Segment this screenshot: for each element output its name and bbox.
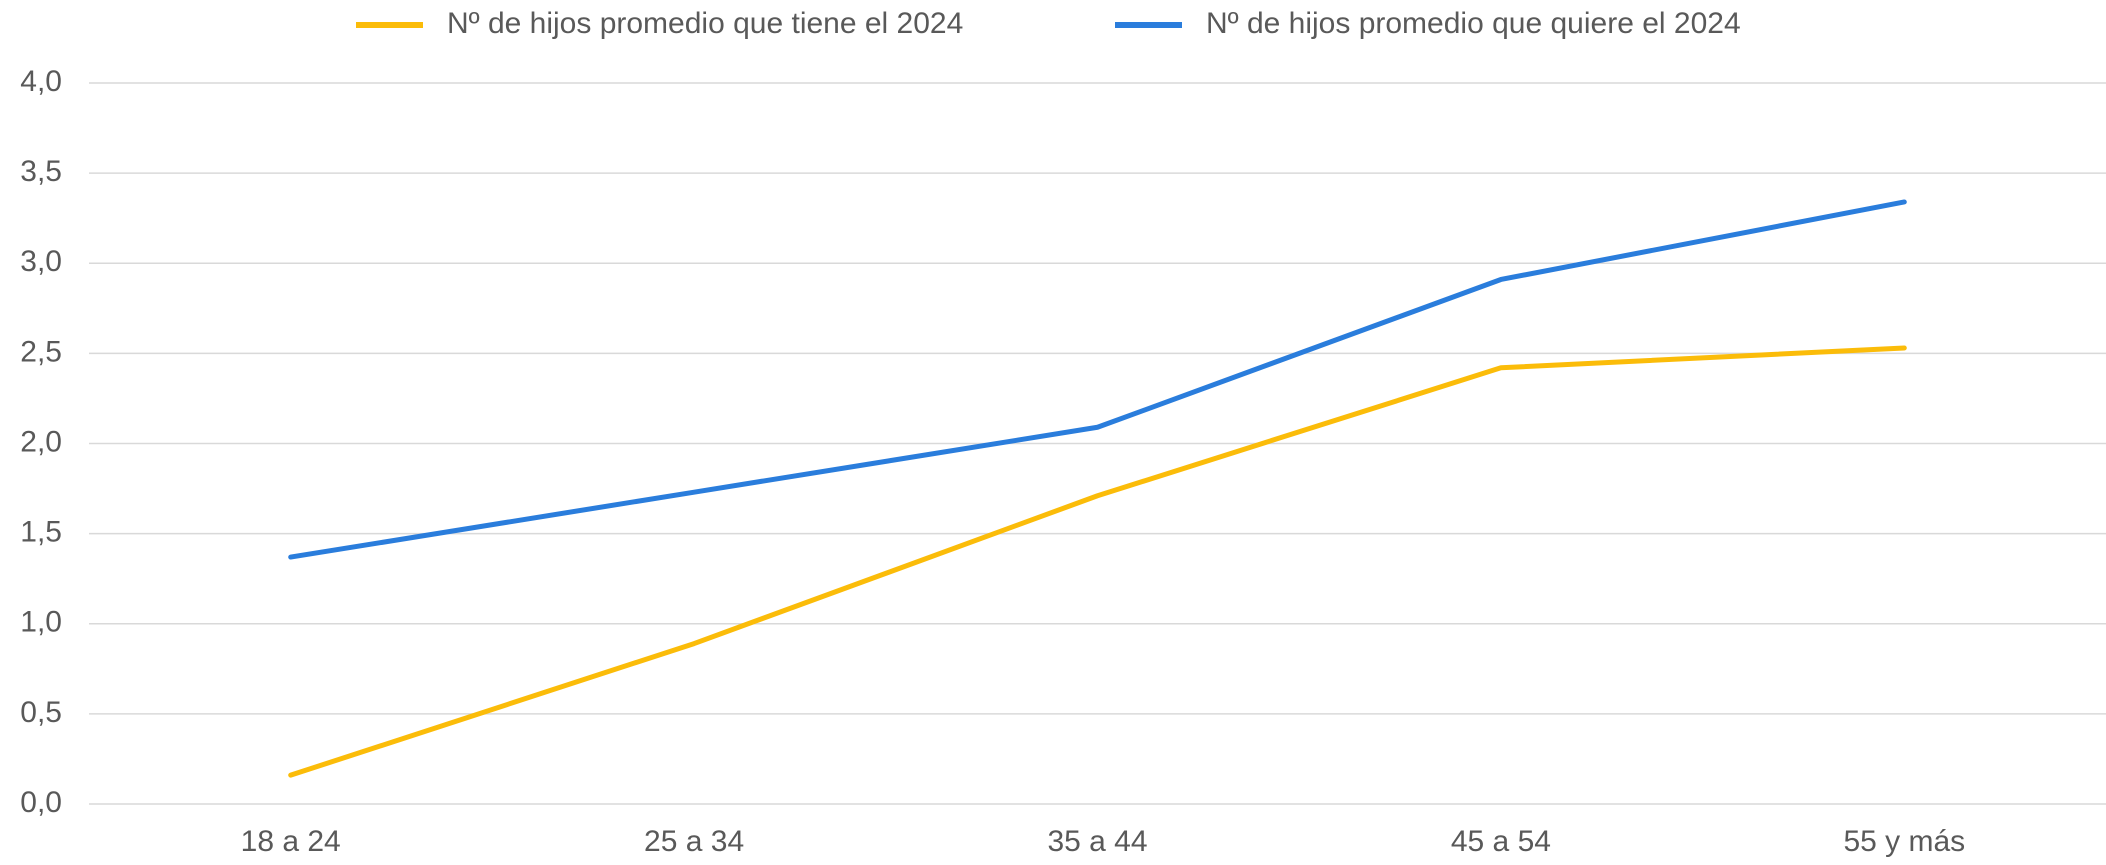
y-tick-label: 0,0 [20,786,62,819]
y-tick-label: 1,5 [20,516,62,549]
y-tick-label: 4,0 [20,65,62,98]
y-tick-label: 2,5 [20,335,62,368]
x-tick-label: 55 y más [1843,825,1965,858]
y-tick-label: 3,0 [20,245,62,278]
y-tick-label: 3,5 [20,155,62,188]
legend-label: Nº de hijos promedio que quiere el 2024 [1206,7,1741,40]
x-tick-label: 25 a 34 [644,825,744,858]
x-tick-label: 45 a 54 [1451,825,1551,858]
y-tick-label: 1,0 [20,606,62,639]
x-tick-label: 35 a 44 [1047,825,1147,858]
series-line [288,345,1907,778]
x-tick-label: 18 a 24 [241,825,341,858]
series-line [288,199,1907,560]
legend-label: Nº de hijos promedio que tiene el 2024 [447,7,963,40]
y-tick-label: 2,0 [20,425,62,458]
y-tick-label: 0,5 [20,696,62,729]
